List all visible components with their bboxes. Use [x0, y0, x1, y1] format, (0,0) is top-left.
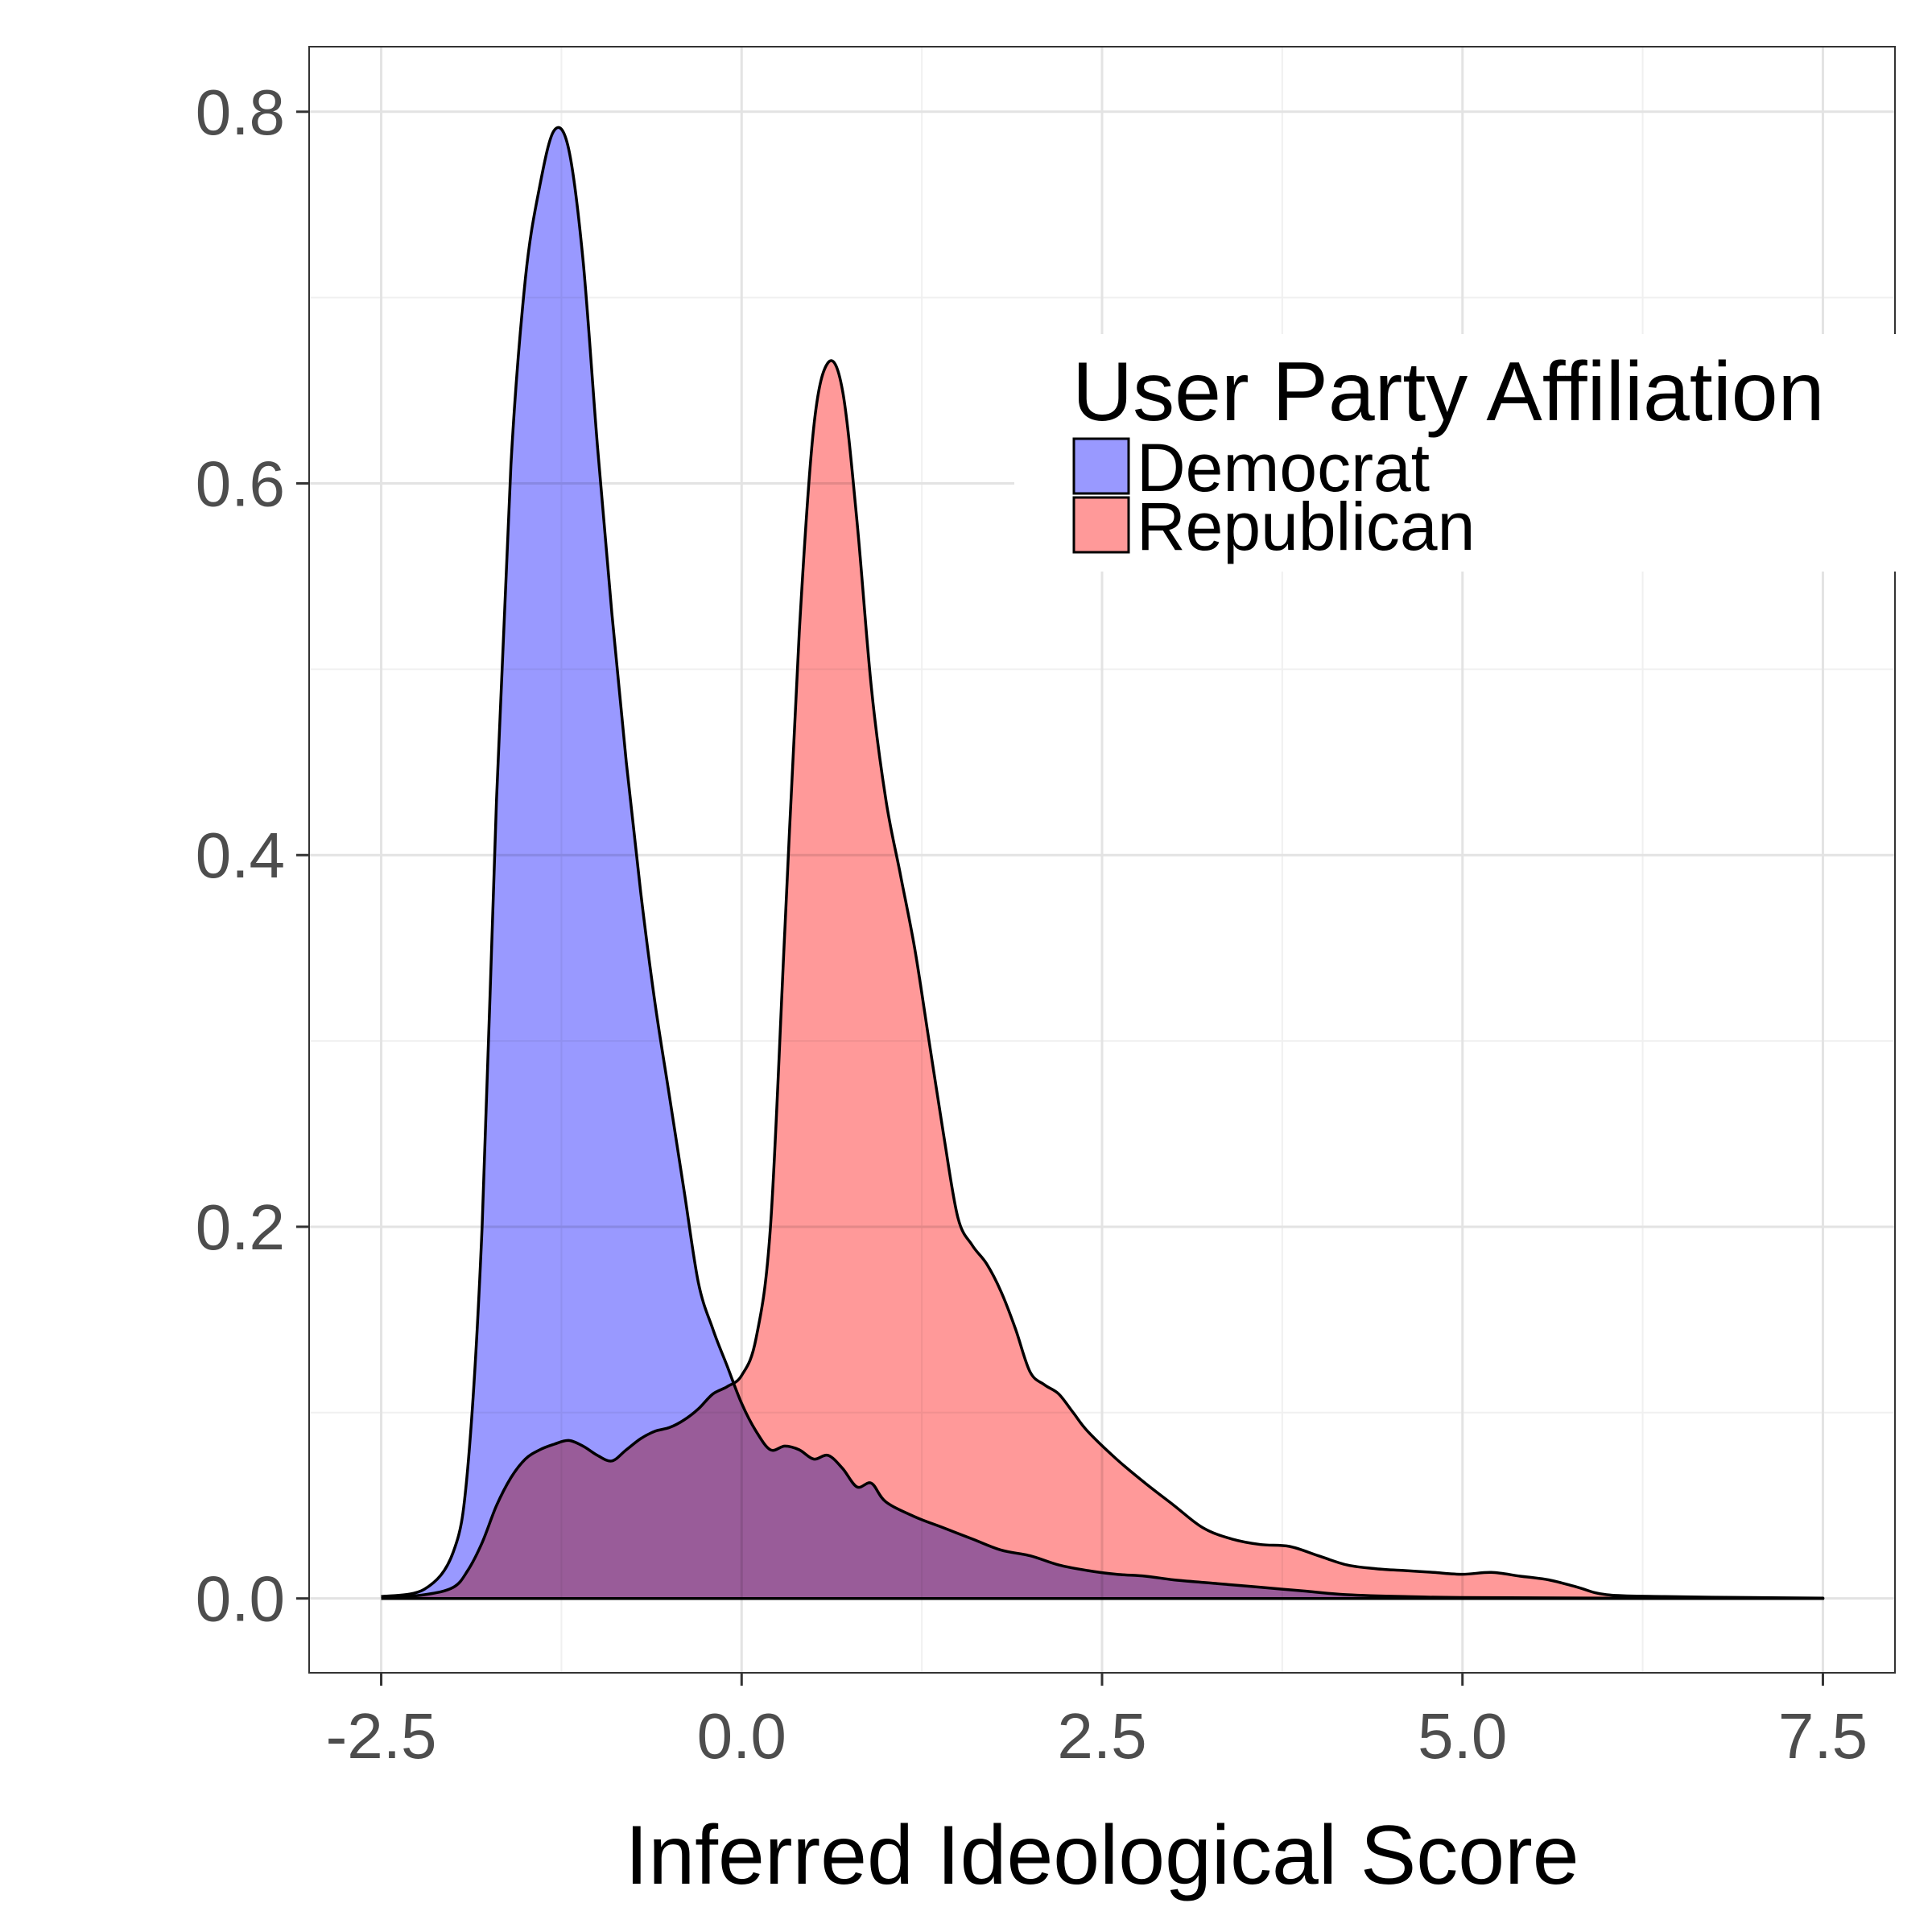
- legend-key-republican: [1072, 496, 1130, 554]
- density-line-republican: [381, 359, 1825, 1600]
- legend: User Party Affiliation Democrat Republic…: [1014, 334, 1932, 572]
- x-tick-label: 7.5: [1778, 1700, 1868, 1772]
- x-tick-label: -2.5: [326, 1700, 437, 1772]
- x-tick-label: 0.0: [697, 1700, 786, 1772]
- y-tick-label: 0.6: [196, 448, 285, 520]
- x-tick-label: 2.5: [1057, 1700, 1146, 1772]
- legend-key-democrat: [1072, 437, 1130, 495]
- legend-label-republican: Republican: [1137, 489, 1475, 564]
- density-area-republican: [381, 360, 1823, 1599]
- legend-title: User Party Affiliation: [1072, 345, 1824, 439]
- density-area-democrat: [381, 127, 1823, 1599]
- x-axis-title: Inferred Ideological Score: [625, 1809, 1579, 1902]
- y-tick-label: 0.4: [196, 819, 285, 891]
- y-tick-label: 0.2: [196, 1191, 285, 1263]
- y-tick-label: 0.8: [196, 76, 285, 148]
- y-tick-label: 0.0: [196, 1563, 285, 1635]
- axis-tick-labels: -2.5 0.0 2.5 5.0 7.5 0.0 0.2 0.4 0.6 0.8: [196, 76, 1868, 1772]
- legend-background: [1014, 334, 1932, 572]
- axis-ticks: [296, 110, 1824, 1686]
- x-tick-label: 5.0: [1418, 1700, 1507, 1772]
- density-areas: [381, 126, 1825, 1600]
- legend-label-democrat: Democrat: [1137, 430, 1430, 506]
